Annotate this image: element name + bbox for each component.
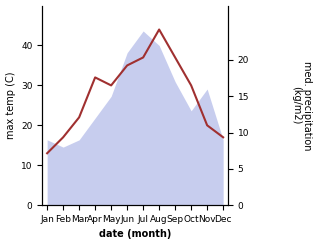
Y-axis label: max temp (C): max temp (C) xyxy=(5,72,16,139)
X-axis label: date (month): date (month) xyxy=(99,230,171,239)
Y-axis label: med. precipitation
(kg/m2): med. precipitation (kg/m2) xyxy=(291,61,313,150)
